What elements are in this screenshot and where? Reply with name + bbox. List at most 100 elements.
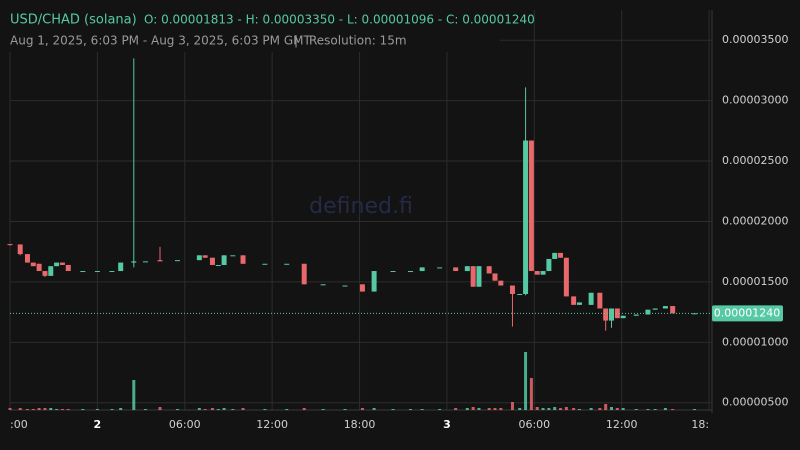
candle-body — [540, 271, 546, 275]
candle-body — [534, 271, 540, 275]
volume-bar — [454, 408, 458, 410]
x-tick-label: 18:00 — [344, 418, 376, 431]
candle-body — [230, 255, 236, 257]
candle-body — [65, 264, 71, 272]
candle-body — [419, 267, 425, 272]
candle-body — [240, 255, 246, 264]
volume-bar — [391, 409, 395, 410]
volume-bar — [60, 409, 64, 410]
candle-body — [118, 262, 124, 272]
candle-body — [662, 306, 668, 309]
candle-body — [59, 262, 65, 265]
volume-bar — [360, 408, 364, 410]
volume-bar — [409, 409, 413, 410]
volume-bar — [158, 407, 162, 410]
candle-body — [576, 302, 582, 305]
separator: | — [294, 34, 298, 48]
candle-body — [320, 284, 326, 286]
candle-body — [645, 309, 651, 315]
candle-body — [614, 308, 620, 319]
volume-bar — [477, 408, 481, 410]
last-price-label: 0.00001240 — [714, 306, 780, 319]
candle-body — [558, 252, 564, 258]
x-tick-label: 12:00 — [256, 418, 288, 431]
candle-body — [202, 255, 208, 258]
candle-body — [563, 257, 569, 297]
candle-body — [408, 271, 414, 273]
volume-bar — [321, 409, 325, 410]
candle-body — [54, 262, 60, 267]
ohlc: O: 0.00001813 - H: 0.00003350 - L: 0.000… — [144, 13, 535, 27]
candle-body — [17, 244, 23, 255]
candle-body — [36, 263, 42, 272]
plot-area: 0.00003500 0.00003000 0.00002500 0.00002000… — [7, 10, 788, 431]
volume-bar — [203, 409, 207, 410]
y-tick-label: 0.00000500 — [722, 396, 788, 409]
x-tick-label: 2 — [94, 418, 102, 431]
volume-bar — [663, 408, 667, 410]
candle-body — [670, 306, 676, 314]
y-tick-label: 0.00002500 — [722, 154, 788, 167]
volume-bar — [564, 407, 568, 410]
watermark: defined.fi — [309, 194, 413, 219]
candle-body — [652, 308, 658, 310]
candle-body — [262, 263, 268, 265]
candle-body — [196, 255, 202, 261]
y-tick-label: 0.00001000 — [722, 335, 788, 348]
volume-bar — [671, 409, 675, 410]
volume-bar — [372, 408, 376, 410]
volume-bar — [499, 408, 503, 410]
candle-body — [371, 271, 377, 292]
candle-body — [390, 271, 396, 273]
candle-body — [517, 293, 523, 295]
candle-body — [492, 273, 498, 281]
candle-body — [476, 266, 482, 287]
candle-body — [509, 285, 515, 294]
volume-bar — [653, 409, 657, 410]
volume-bar — [55, 409, 59, 410]
volume-bar — [25, 409, 29, 410]
volume-bar — [132, 380, 136, 410]
candle-body — [221, 255, 227, 265]
volume-bar — [615, 408, 619, 410]
volume-bar — [524, 352, 528, 410]
candle-body — [620, 315, 626, 319]
candle-body — [342, 285, 348, 287]
volume-bar — [31, 409, 35, 410]
candle-body — [498, 280, 504, 286]
x-tick-label: 18: — [691, 418, 709, 431]
volume-bar — [510, 402, 514, 410]
candle-body — [437, 267, 443, 269]
candle-body — [42, 271, 48, 276]
volume-bar — [241, 408, 245, 410]
volume-bar — [621, 408, 625, 410]
volume-bar — [529, 378, 533, 410]
x-tick-label: 06:00 — [518, 418, 550, 431]
candle-body — [48, 266, 54, 276]
candle-body — [80, 271, 86, 273]
y-tick-label: 0.00003500 — [722, 33, 788, 46]
volume-bar — [110, 409, 114, 410]
volume-bar — [420, 409, 424, 410]
volume-bar — [197, 408, 201, 410]
candle-body — [157, 260, 163, 262]
y-tick-label: 0.00003000 — [722, 94, 788, 107]
volume-bar — [49, 408, 53, 410]
last-price-box — [712, 305, 783, 322]
candle-body — [453, 267, 459, 272]
candle-body — [209, 257, 215, 265]
volume-bar — [175, 409, 179, 410]
candle-body — [7, 244, 13, 246]
volume-bar — [572, 408, 576, 410]
volume-bar — [465, 408, 469, 410]
volume-bar — [646, 409, 650, 410]
candle-body — [528, 140, 534, 272]
volume-bar — [18, 408, 22, 410]
volume-bar — [263, 409, 267, 410]
volume-bar — [634, 409, 638, 410]
volume-bar — [285, 409, 289, 410]
volume-bar — [493, 408, 497, 410]
volume-bar — [610, 407, 614, 410]
